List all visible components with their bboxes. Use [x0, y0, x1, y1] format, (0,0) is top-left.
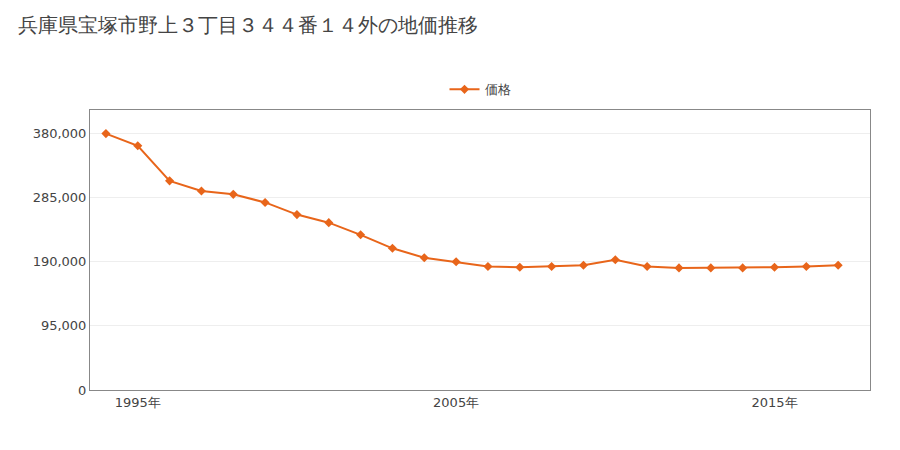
svg-text:2005年: 2005年	[433, 395, 479, 410]
svg-text:1995年: 1995年	[115, 395, 161, 410]
svg-text:兵庫県宝塚市野上３丁目３４４番１４外の地価推移: 兵庫県宝塚市野上３丁目３４４番１４外の地価推移	[18, 13, 478, 37]
svg-text:95,000: 95,000	[41, 318, 87, 333]
svg-text:190,000: 190,000	[33, 254, 87, 269]
svg-text:2015年: 2015年	[751, 395, 797, 410]
svg-text:380,000: 380,000	[33, 126, 87, 141]
svg-text:0: 0	[78, 383, 86, 398]
svg-text:285,000: 285,000	[33, 190, 87, 205]
svg-text:価格: 価格	[485, 82, 511, 97]
